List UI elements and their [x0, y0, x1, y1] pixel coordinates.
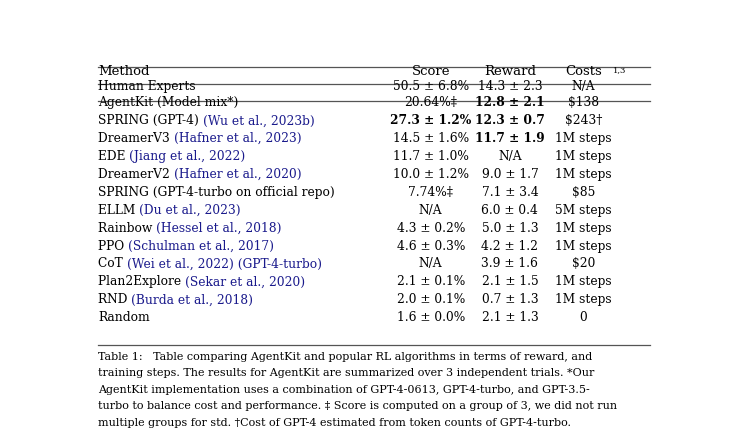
Text: DreamerV2: DreamerV2 — [98, 168, 174, 181]
Text: DreamerV3: DreamerV3 — [98, 132, 174, 145]
Text: training steps. The results for AgentKit are summarized over 3 independent trial: training steps. The results for AgentKit… — [98, 368, 594, 378]
Text: 12.8 ± 2.1: 12.8 ± 2.1 — [475, 97, 545, 110]
Text: turbo to balance cost and performance. ‡ Score is computed on a group of 3, we d: turbo to balance cost and performance. ‡… — [98, 401, 617, 411]
Text: (Schulman et al., 2017): (Schulman et al., 2017) — [128, 240, 274, 253]
Text: 2.0 ± 0.1%: 2.0 ± 0.1% — [396, 293, 465, 306]
Text: 11.7 ± 1.0%: 11.7 ± 1.0% — [393, 150, 469, 163]
Text: $85: $85 — [572, 186, 595, 199]
Text: 50.5 ± 6.8%: 50.5 ± 6.8% — [393, 80, 469, 93]
Text: 9.0 ± 1.7: 9.0 ± 1.7 — [482, 168, 538, 181]
Text: EDE: EDE — [98, 150, 129, 163]
Text: Costs: Costs — [565, 65, 602, 78]
Text: N/A: N/A — [572, 80, 595, 93]
Text: multiple groups for std. †Cost of GPT-4 estimated from token counts of GPT-4-tur: multiple groups for std. †Cost of GPT-4 … — [98, 418, 571, 428]
Text: 10.0 ± 1.2%: 10.0 ± 1.2% — [393, 168, 469, 181]
Text: 1M steps: 1M steps — [555, 150, 612, 163]
Text: Table 1:   Table comparing AgentKit and popular RL algorithms in terms of reward: Table 1: Table comparing AgentKit and po… — [98, 352, 592, 362]
Text: Rainbow: Rainbow — [98, 222, 156, 235]
Text: 5M steps: 5M steps — [555, 204, 612, 217]
Text: N/A: N/A — [498, 150, 522, 163]
Text: (Hafner et al., 2020): (Hafner et al., 2020) — [174, 168, 301, 181]
Text: (Hafner et al., 2023): (Hafner et al., 2023) — [174, 132, 301, 145]
Text: 7.74%‡: 7.74%‡ — [408, 186, 453, 199]
Text: 4.3 ± 0.2%: 4.3 ± 0.2% — [396, 222, 465, 235]
Text: 4.6 ± 0.3%: 4.6 ± 0.3% — [396, 240, 465, 253]
Text: 1,3: 1,3 — [613, 66, 626, 74]
Text: (Sekar et al., 2020): (Sekar et al., 2020) — [185, 275, 305, 288]
Text: AgentKit implementation uses a combination of GPT-4-0613, GPT-4-turbo, and GPT-3: AgentKit implementation uses a combinati… — [98, 385, 590, 395]
Text: 1M steps: 1M steps — [555, 222, 612, 235]
Text: 0.7 ± 1.3: 0.7 ± 1.3 — [482, 293, 538, 306]
Text: 2.1 ± 1.5: 2.1 ± 1.5 — [482, 275, 538, 288]
Text: RND: RND — [98, 293, 131, 306]
Text: SPRING (GPT-4-turbo on official repo): SPRING (GPT-4-turbo on official repo) — [98, 186, 335, 199]
Text: 4.2 ± 1.2: 4.2 ± 1.2 — [481, 240, 539, 253]
Text: Reward: Reward — [484, 65, 536, 78]
Text: $20: $20 — [572, 257, 595, 270]
Text: 14.3 ± 2.3: 14.3 ± 2.3 — [477, 80, 542, 93]
Text: 2.1 ± 0.1%: 2.1 ± 0.1% — [396, 275, 465, 288]
Text: 1M steps: 1M steps — [555, 168, 612, 181]
Text: Plan2Explore: Plan2Explore — [98, 275, 185, 288]
Text: 1.6 ± 0.0%: 1.6 ± 0.0% — [396, 311, 465, 324]
Text: 1M steps: 1M steps — [555, 293, 612, 306]
Text: $138: $138 — [568, 97, 599, 110]
Text: N/A: N/A — [419, 204, 442, 217]
Text: 11.7 ± 1.9: 11.7 ± 1.9 — [475, 132, 545, 145]
Text: (Du et al., 2023): (Du et al., 2023) — [139, 204, 241, 217]
Text: N/A: N/A — [419, 257, 442, 270]
Text: (Hessel et al., 2018): (Hessel et al., 2018) — [156, 222, 282, 235]
Text: CoT: CoT — [98, 257, 127, 270]
Text: Random: Random — [98, 311, 150, 324]
Text: 3.9 ± 1.6: 3.9 ± 1.6 — [482, 257, 538, 270]
Text: 5.0 ± 1.3: 5.0 ± 1.3 — [482, 222, 538, 235]
Text: 27.3 ± 1.2%: 27.3 ± 1.2% — [390, 114, 472, 127]
Text: 20.64%‡: 20.64%‡ — [404, 97, 457, 110]
Text: (Burda et al., 2018): (Burda et al., 2018) — [131, 293, 253, 306]
Text: (Jiang et al., 2022): (Jiang et al., 2022) — [129, 150, 246, 163]
Text: PPO: PPO — [98, 240, 128, 253]
Text: 6.0 ± 0.4: 6.0 ± 0.4 — [482, 204, 538, 217]
Text: 14.5 ± 1.6%: 14.5 ± 1.6% — [393, 132, 469, 145]
Text: 1M steps: 1M steps — [555, 240, 612, 253]
Text: 0: 0 — [580, 311, 588, 324]
Text: (Wei et al., 2022) (GPT-4-turbo): (Wei et al., 2022) (GPT-4-turbo) — [127, 257, 322, 270]
Text: 7.1 ± 3.4: 7.1 ± 3.4 — [482, 186, 538, 199]
Text: SPRING (GPT-4): SPRING (GPT-4) — [98, 114, 203, 127]
Text: Score: Score — [412, 65, 450, 78]
Text: Human Experts: Human Experts — [98, 80, 196, 93]
Text: AgentKit (Model mix*): AgentKit (Model mix*) — [98, 97, 239, 110]
Text: 12.3 ± 0.7: 12.3 ± 0.7 — [475, 114, 545, 127]
Text: Method: Method — [98, 65, 150, 78]
Text: $243†: $243† — [565, 114, 602, 127]
Text: 2.1 ± 1.3: 2.1 ± 1.3 — [482, 311, 538, 324]
Text: (Wu et al., 2023b): (Wu et al., 2023b) — [203, 114, 315, 127]
Text: ELLM: ELLM — [98, 204, 139, 217]
Text: 1M steps: 1M steps — [555, 132, 612, 145]
Text: 1M steps: 1M steps — [555, 275, 612, 288]
